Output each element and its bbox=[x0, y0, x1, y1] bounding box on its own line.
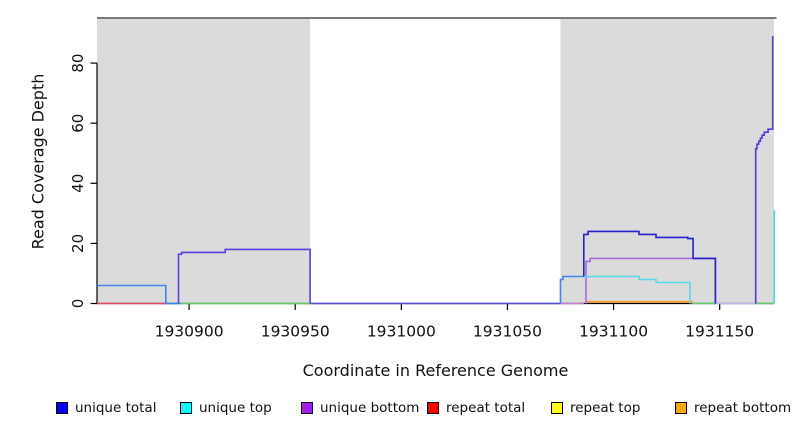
legend-item-repeat-top: repeat top bbox=[551, 399, 640, 417]
series-unique-total-left bbox=[97, 284, 167, 304]
x-tick-label: 1931150 bbox=[685, 323, 754, 341]
x-tick-label: 1931000 bbox=[367, 323, 436, 341]
shaded-region bbox=[97, 19, 311, 304]
legend-item-unique-top: unique top bbox=[180, 399, 272, 417]
legend-item-repeat-bottom: repeat bottom bbox=[675, 399, 791, 417]
repeat-top-swatch-icon bbox=[551, 402, 563, 414]
y-tick-label: 80 bbox=[69, 54, 87, 73]
legend: unique total unique top unique bottom re… bbox=[0, 399, 792, 419]
unique-bottom-swatch-icon bbox=[301, 402, 313, 414]
shaded-region bbox=[560, 19, 774, 304]
series-unique-total-bottom-left-block bbox=[177, 248, 311, 304]
y-axis-label: Read Coverage Depth bbox=[28, 73, 48, 250]
x-tick-label: 1931100 bbox=[579, 323, 648, 341]
repeat-total-swatch-icon bbox=[427, 402, 439, 414]
series-unique-top-right bbox=[583, 275, 691, 304]
y-tick-label: 20 bbox=[69, 234, 87, 253]
legend-item-unique-bottom: unique bottom bbox=[301, 399, 419, 417]
legend-label: repeat top bbox=[570, 400, 641, 416]
y-tick-label: 60 bbox=[69, 114, 87, 133]
x-axis-label: Coordinate in Reference Genome bbox=[302, 361, 569, 380]
unique-total-swatch-icon bbox=[56, 402, 68, 414]
repeat-bottom-swatch-icon bbox=[675, 402, 687, 414]
x-tick-label: 1930950 bbox=[261, 323, 330, 341]
legend-label: repeat bottom bbox=[694, 400, 792, 416]
legend-item-unique-total: unique total bbox=[56, 399, 156, 417]
series-unique-total-spike bbox=[754, 36, 774, 304]
legend-label: unique bottom bbox=[320, 400, 420, 416]
x-tick-label: 1930900 bbox=[155, 323, 224, 341]
legend-item-repeat-total: repeat total bbox=[427, 399, 525, 417]
legend-label: unique total bbox=[75, 400, 157, 416]
x-tick-label: 1931050 bbox=[473, 323, 542, 341]
y-tick-label: 40 bbox=[69, 174, 87, 193]
series-unique-total-right-block bbox=[582, 230, 717, 304]
y-tick-label: 0 bbox=[69, 299, 87, 309]
legend-label: unique top bbox=[199, 400, 272, 416]
legend-label: repeat total bbox=[446, 400, 526, 416]
unique-top-swatch-icon bbox=[180, 402, 192, 414]
series-unique-total-right-rise bbox=[559, 275, 584, 304]
